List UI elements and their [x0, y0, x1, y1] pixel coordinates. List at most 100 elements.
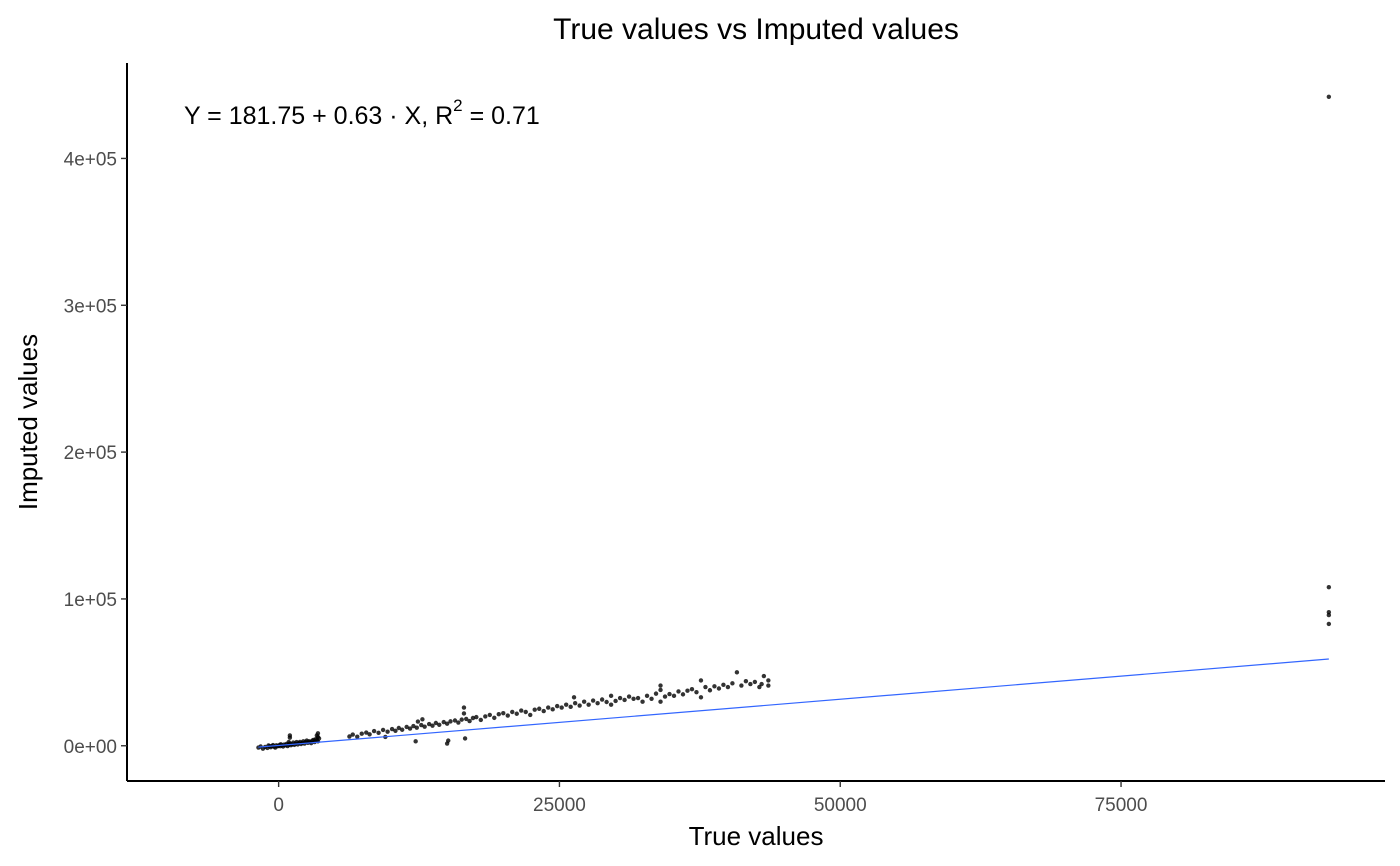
data-point — [399, 727, 405, 732]
data-point — [376, 730, 381, 736]
y-axis-ticks: 0e+00 1e+05 2e+05 3e+05 4e+05 — [64, 149, 127, 758]
equation-suffix: = 0.71 — [463, 102, 540, 130]
data-point — [748, 681, 753, 687]
data-point — [635, 695, 641, 701]
chart-title: True values vs Imputed values — [553, 13, 959, 46]
data-point — [572, 700, 578, 706]
data-point — [649, 696, 654, 701]
data-point — [359, 731, 364, 736]
y-tick-label: 3e+05 — [64, 296, 117, 317]
data-point — [355, 734, 360, 739]
data-point — [739, 683, 744, 688]
x-tick-label: 50000 — [814, 795, 867, 816]
data-point — [725, 684, 731, 690]
y-tick-label: 2e+05 — [64, 443, 117, 464]
data-point — [734, 670, 740, 675]
data-point — [446, 738, 451, 743]
data-point — [532, 707, 537, 712]
data-point — [492, 715, 497, 721]
data-point — [461, 705, 467, 710]
data-point — [703, 684, 708, 690]
data-point — [761, 673, 767, 679]
data-point — [694, 689, 699, 695]
data-point — [444, 721, 450, 726]
data-point — [523, 709, 528, 715]
data-point — [1326, 621, 1332, 627]
data-point — [766, 678, 771, 683]
data-point — [563, 702, 569, 707]
y-tick-label: 0e+00 — [64, 737, 117, 758]
data-point — [622, 697, 627, 703]
regression-equation: Y = 181.75 + 0.63 · X, R2 = 0.71 — [184, 96, 540, 130]
data-point — [698, 678, 704, 683]
y-tick-label: 1e+05 — [64, 590, 117, 611]
data-point — [680, 692, 686, 697]
data-point — [752, 679, 758, 685]
data-point — [364, 730, 369, 735]
data-point — [617, 695, 623, 701]
data-point — [422, 724, 427, 729]
data-point — [590, 698, 596, 703]
data-point — [716, 686, 722, 691]
equation-prefix: Y = 181.75 + 0.63 · X, R — [184, 102, 453, 130]
data-point — [604, 699, 609, 705]
data-point — [452, 718, 458, 723]
data-point — [396, 725, 402, 731]
data-point — [658, 683, 663, 688]
equation-superscript: 2 — [453, 96, 462, 115]
data-point — [626, 694, 632, 699]
data-point — [1326, 612, 1332, 618]
data-point — [441, 719, 446, 725]
data-point — [571, 695, 577, 700]
data-point — [448, 719, 453, 724]
data-point — [462, 736, 468, 741]
data-point — [483, 714, 488, 719]
data-point — [730, 681, 735, 686]
data-point — [347, 734, 352, 739]
data-point — [470, 715, 476, 721]
data-point — [505, 713, 510, 718]
data-point — [456, 720, 461, 725]
data-point — [658, 699, 663, 704]
x-tick-label: 75000 — [1095, 795, 1148, 816]
data-point — [707, 688, 713, 693]
data-point — [640, 699, 645, 704]
data-point — [644, 693, 650, 699]
data-point — [662, 694, 668, 699]
data-point — [613, 698, 618, 704]
data-point — [316, 736, 322, 741]
data-point — [461, 711, 467, 716]
data-point — [404, 724, 409, 730]
data-point — [1326, 584, 1332, 590]
data-point — [287, 733, 293, 738]
data-point — [537, 706, 542, 711]
data-point — [689, 687, 695, 692]
data-point — [501, 710, 506, 716]
data-point — [721, 682, 726, 688]
data-point — [559, 705, 564, 710]
data-point — [459, 717, 464, 722]
data-point — [420, 717, 425, 722]
data-point — [430, 723, 435, 728]
data-point — [464, 716, 469, 722]
data-point — [685, 688, 690, 693]
y-tick-label: 4e+05 — [64, 149, 117, 170]
data-point — [676, 689, 681, 694]
data-point — [393, 728, 398, 733]
data-point — [608, 693, 614, 699]
x-axis-title: True values — [689, 821, 824, 851]
data-point — [426, 721, 432, 727]
data-point — [474, 714, 479, 720]
data-point — [595, 700, 600, 706]
data-point — [712, 684, 717, 689]
data-point — [371, 728, 377, 734]
data-point — [546, 705, 551, 710]
data-point — [568, 704, 573, 710]
x-axis-ticks: 0 25000 50000 75000 — [273, 781, 1147, 816]
data-point — [1326, 94, 1332, 99]
data-point — [631, 696, 636, 701]
data-point — [759, 681, 764, 687]
data-point — [389, 726, 395, 732]
data-point — [413, 739, 418, 744]
data-point — [407, 726, 413, 731]
